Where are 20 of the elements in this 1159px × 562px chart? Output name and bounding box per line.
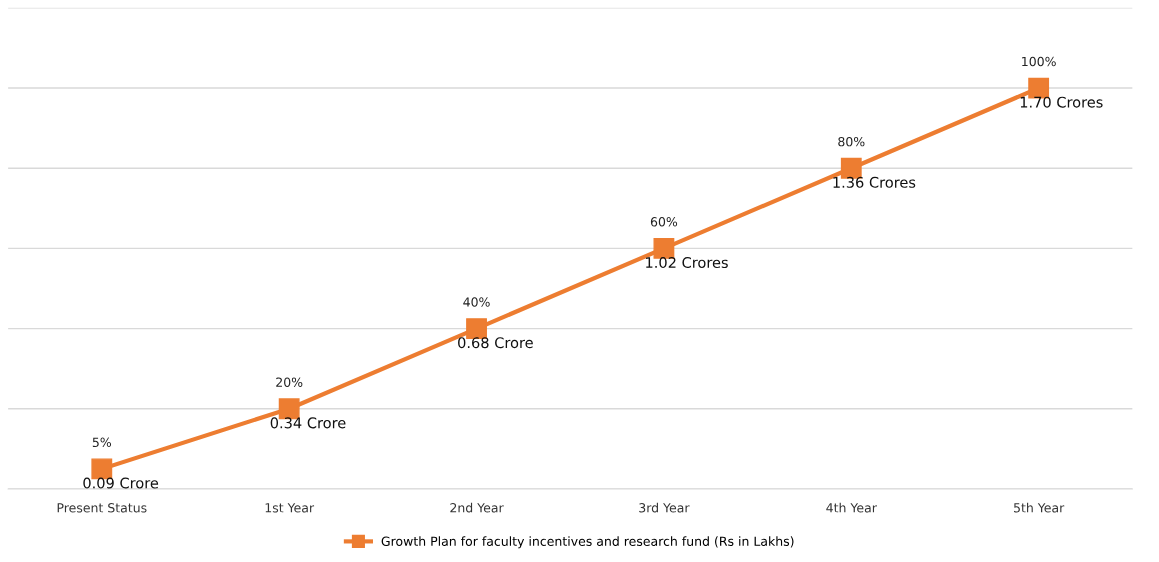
annotation: 0.34 Crore [270, 417, 346, 429]
data-label: 5% [92, 437, 112, 448]
x-tick-label: 1st Year [265, 503, 315, 513]
x-tick-label: 4th Year [826, 502, 877, 513]
legend-label: Growth Plan for faculty incentives and research fund (Rs in Lakhs) [381, 536, 794, 549]
data-label: 60% [650, 217, 678, 227]
x-tick-label: 2nd Year [450, 502, 504, 513]
x-tick-label: 3rd Year [639, 502, 690, 513]
data-label: 20% [276, 377, 303, 387]
x-tick-label: Present Status [57, 503, 147, 513]
annotation: 0.68 Crore [458, 337, 533, 349]
data-label: 100% [1022, 56, 1056, 67]
x-tick-label: 5th Year [1014, 502, 1065, 513]
point [653, 237, 675, 259]
annotation: 0.09 Crore [83, 477, 159, 489]
annotation: 1.02 Crores [646, 256, 728, 269]
annotation: 1.70 Crores [1020, 96, 1103, 108]
annotation: 1.36 Crores [833, 176, 916, 188]
data-label: 40% [463, 297, 490, 307]
data-label: 80% [838, 136, 865, 147]
